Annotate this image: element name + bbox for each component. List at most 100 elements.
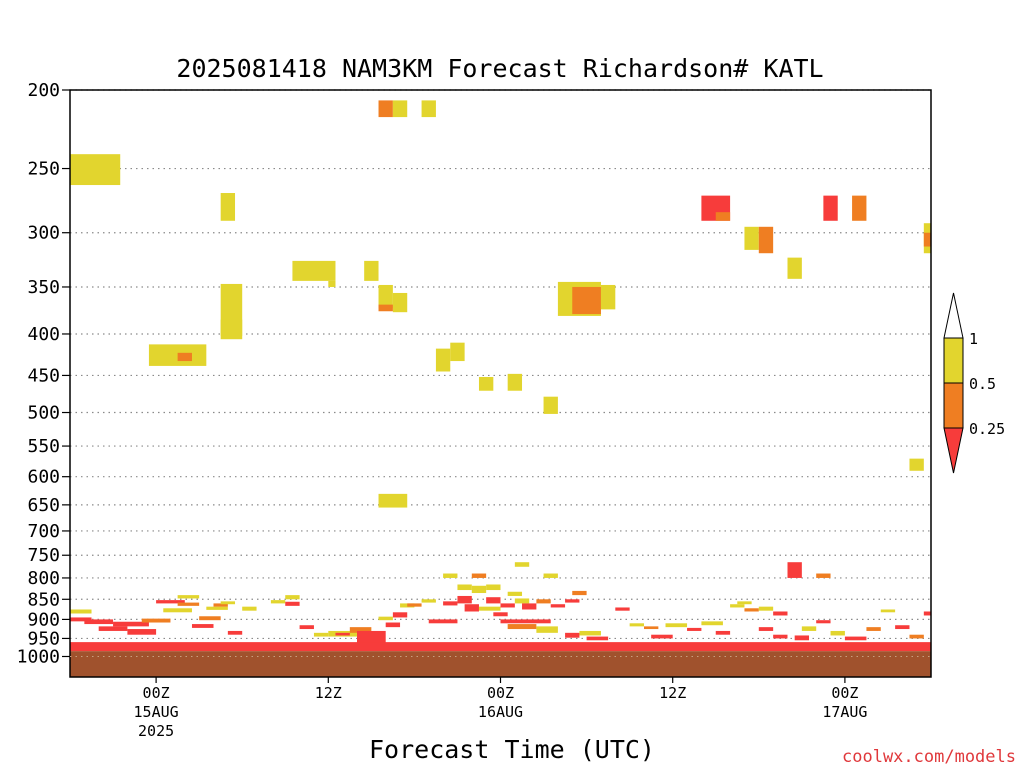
x-axis-label: Forecast Time (UTC) xyxy=(369,735,655,764)
ri-cell xyxy=(206,606,228,610)
ri-cell xyxy=(514,562,530,567)
ri-cell xyxy=(486,597,501,604)
ri-cell xyxy=(84,619,114,625)
ri-cell xyxy=(478,606,501,611)
ri-cell xyxy=(70,642,931,652)
ri-cell xyxy=(644,626,659,630)
y-tick-label-250: 250 xyxy=(27,159,60,180)
ri-cell xyxy=(844,636,867,641)
ri-cell xyxy=(615,607,630,611)
x-tick-label-3-0: 12Z xyxy=(659,684,686,702)
ri-cell xyxy=(816,573,831,578)
ri-cell xyxy=(385,622,401,628)
ri-cell xyxy=(629,623,644,627)
ri-cell xyxy=(421,100,436,118)
ri-cell xyxy=(737,601,752,605)
ri-cell xyxy=(227,630,243,635)
x-tick-label-1-0: 12Z xyxy=(315,684,342,702)
legend: 1 0.5 0.25 xyxy=(943,292,1005,474)
ri-cell xyxy=(744,226,759,250)
credit-text: coolwx.com/models xyxy=(842,747,1016,767)
ri-cell xyxy=(141,618,171,623)
x-tick-label-0-0: 00Z xyxy=(143,684,170,702)
ri-cell xyxy=(177,352,192,362)
ri-cell xyxy=(572,590,587,596)
ri-cell xyxy=(909,458,924,471)
ri-cell xyxy=(758,627,774,631)
ri-cell xyxy=(543,573,558,578)
ri-cell xyxy=(378,284,393,309)
ri-cell xyxy=(70,154,121,186)
ri-cell xyxy=(313,632,329,637)
ri-cell xyxy=(400,603,415,608)
ri-cell xyxy=(457,595,472,604)
ri-cell xyxy=(421,599,436,603)
ri-cell xyxy=(392,612,408,618)
ri-cells xyxy=(70,100,931,652)
ri-cell xyxy=(127,629,157,635)
y-tick-label-950: 950 xyxy=(27,628,60,649)
legend-label-2: 0.25 xyxy=(969,420,1005,438)
y-tick-label-600: 600 xyxy=(27,467,60,488)
ri-cell xyxy=(923,232,931,247)
ri-cell xyxy=(285,601,300,606)
legend-bottom-arrow xyxy=(943,427,964,474)
ri-cell xyxy=(70,617,92,622)
ri-cell xyxy=(471,585,487,594)
ri-cell xyxy=(328,280,336,287)
ri-cell xyxy=(909,634,924,639)
ri-cell xyxy=(435,348,451,372)
ri-cell xyxy=(299,625,314,630)
y-tick-label-550: 550 xyxy=(27,436,60,457)
ri-cell xyxy=(378,100,393,118)
ri-cell xyxy=(464,604,479,612)
y-tick-label-450: 450 xyxy=(27,365,60,386)
legend-top-arrow xyxy=(943,292,964,339)
ri-cell xyxy=(220,601,236,605)
y-tick-label-400: 400 xyxy=(27,324,60,345)
ri-cell xyxy=(270,600,286,604)
y-tick-label-900: 900 xyxy=(27,609,60,630)
ri-cell xyxy=(715,630,731,635)
y-tick-label-700: 700 xyxy=(27,521,60,542)
ri-cell xyxy=(895,625,910,630)
legend-label-0: 1 xyxy=(969,330,978,348)
x-tick-label-2-0: 00Z xyxy=(487,684,514,702)
ri-cell xyxy=(242,606,257,611)
ri-cell xyxy=(572,286,601,315)
ri-cell xyxy=(651,634,673,639)
ri-cell xyxy=(500,603,515,608)
x-tick-label-2-1: 16AUG xyxy=(478,703,523,721)
ri-cell xyxy=(866,627,881,631)
ri-cell xyxy=(880,609,896,613)
ri-cell xyxy=(507,624,537,630)
ri-cell xyxy=(787,257,802,279)
ri-cell xyxy=(156,600,185,604)
ri-cell xyxy=(823,195,838,221)
y-tick-label-350: 350 xyxy=(27,277,60,298)
chart-title: 2025081418 NAM3KM Forecast Richardson# K… xyxy=(176,54,823,83)
ri-cell xyxy=(392,292,408,313)
ri-cell xyxy=(514,598,530,604)
ri-cell xyxy=(801,626,817,631)
ri-cell xyxy=(565,599,580,603)
ri-cell xyxy=(500,619,551,624)
ri-cell xyxy=(787,562,802,578)
ri-cell xyxy=(378,493,408,508)
ri-cell xyxy=(292,260,336,281)
ri-cell xyxy=(486,584,501,591)
ri-cell xyxy=(744,608,759,612)
ground-area xyxy=(70,651,931,677)
ri-cell xyxy=(550,604,566,608)
ri-cell xyxy=(450,342,465,362)
ri-cell xyxy=(407,603,422,607)
ri-cell xyxy=(758,226,774,254)
ri-cell xyxy=(758,606,774,611)
ri-cell xyxy=(507,373,523,391)
ri-cell xyxy=(471,573,487,578)
ri-cell xyxy=(687,627,702,631)
ri-cell xyxy=(665,623,688,628)
ri-cell xyxy=(493,612,508,617)
ri-cell xyxy=(392,100,408,118)
